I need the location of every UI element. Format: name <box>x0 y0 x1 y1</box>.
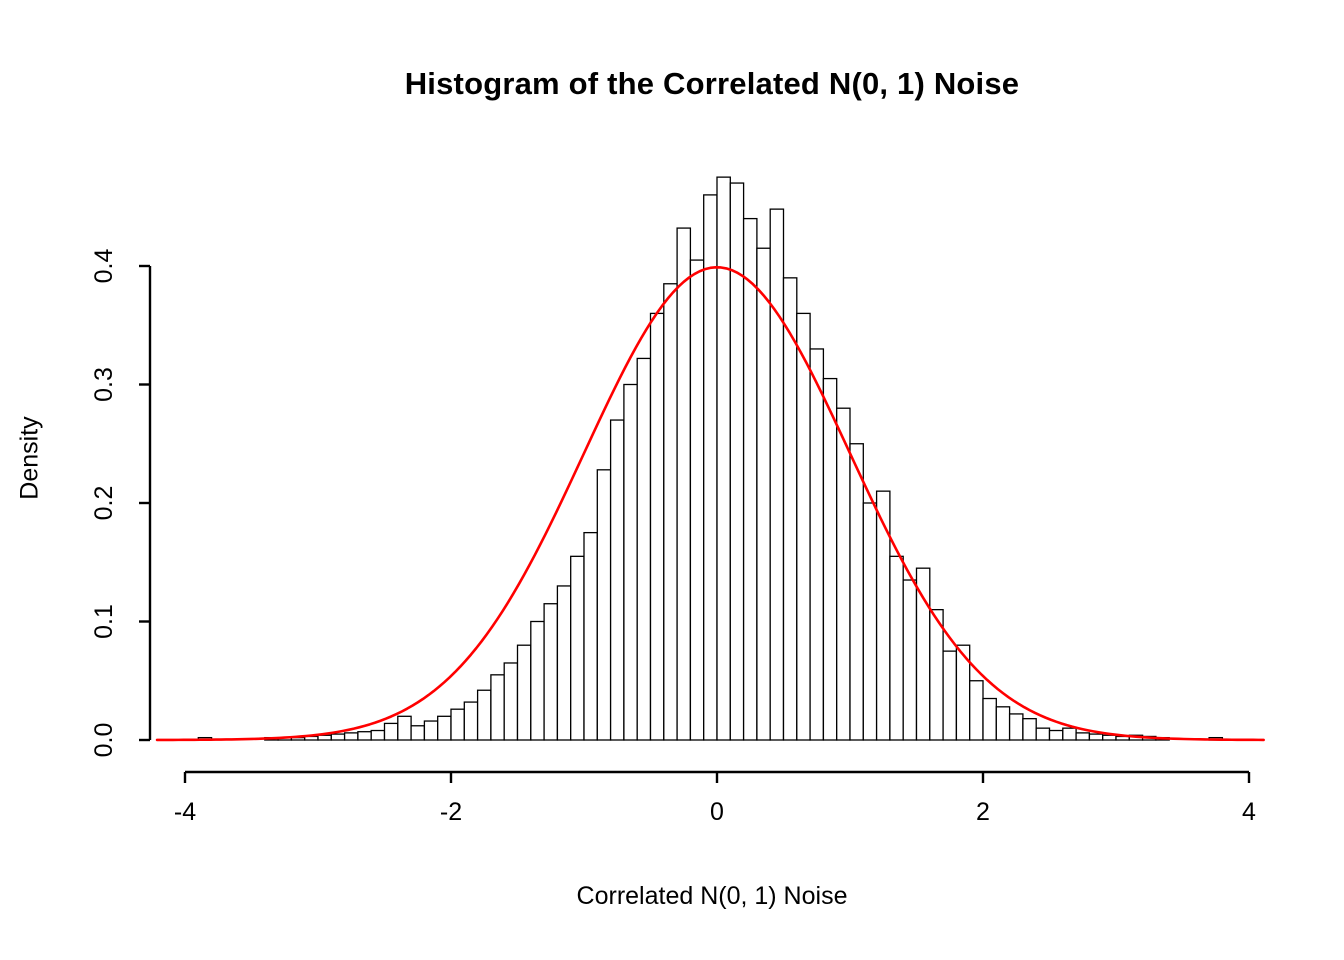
histogram-bar <box>503 662 519 741</box>
histogram-bar <box>1075 732 1091 741</box>
histogram-bar <box>769 208 785 741</box>
histogram-bar <box>1088 733 1104 741</box>
y-tick-label: 0.3 <box>90 367 118 402</box>
histogram-bar <box>343 732 359 741</box>
histogram-bar <box>450 708 465 741</box>
histogram-bar <box>570 555 585 741</box>
histogram-bar <box>1062 727 1077 741</box>
histogram-bar <box>383 722 399 741</box>
histogram-bar <box>729 182 745 741</box>
histogram-bar <box>583 531 598 741</box>
histogram-bar <box>476 689 492 741</box>
histogram-bar <box>836 407 851 741</box>
histogram-bar <box>330 733 346 741</box>
histogram-bar <box>796 312 811 741</box>
density-curve <box>155 265 1265 742</box>
histogram-bar <box>1008 713 1024 741</box>
histogram-bar <box>636 357 652 741</box>
y-tick-label: 0.4 <box>90 249 118 284</box>
histogram-bar <box>596 469 612 741</box>
histogram-bar <box>716 176 731 741</box>
histogram-bar <box>609 419 625 741</box>
histogram-bar <box>463 701 479 741</box>
histogram-bar <box>516 644 532 741</box>
histogram-bar <box>370 729 386 741</box>
y-axis-label: Density <box>15 416 44 500</box>
histogram-bar <box>676 227 692 741</box>
histogram-bar <box>982 697 997 741</box>
histogram-bar <box>849 443 864 741</box>
y-tick-label: 0.2 <box>90 486 118 521</box>
histogram-bar <box>1102 734 1117 741</box>
histogram-bar <box>556 585 572 741</box>
histogram-bar <box>929 609 944 741</box>
histogram-bar <box>397 715 412 741</box>
histogram-bar <box>782 277 798 741</box>
histogram-bar <box>543 603 559 741</box>
histogram-bar <box>862 502 878 741</box>
y-tick-label: 0.1 <box>90 604 118 639</box>
histogram-bar <box>623 383 638 741</box>
histogram-bar <box>357 731 372 741</box>
histogram-bar <box>423 720 439 741</box>
chart-title: Histogram of the Correlated N(0, 1) Nois… <box>404 66 1020 101</box>
histogram-bar <box>530 620 545 741</box>
x-tick-label: 4 <box>1242 798 1256 826</box>
histogram-bar <box>822 377 838 741</box>
histogram-bar <box>663 283 678 741</box>
histogram-bar <box>969 680 984 741</box>
histogram-bar <box>703 194 718 741</box>
histogram-bar <box>1035 727 1051 741</box>
histogram-bar <box>995 706 1011 741</box>
y-tick-label: 0.0 <box>90 723 118 758</box>
histogram-bar <box>649 312 665 741</box>
histogram-bar <box>742 217 758 741</box>
histogram-bar <box>915 567 931 741</box>
histogram-bar <box>889 555 904 741</box>
histogram-bar <box>809 348 825 741</box>
x-tick-label: 0 <box>710 798 724 826</box>
histogram-bar <box>689 259 705 741</box>
histogram-bar <box>1048 729 1064 741</box>
histogram-bar <box>410 725 426 741</box>
x-tick-label: -4 <box>174 798 196 826</box>
histogram-bar <box>902 579 918 741</box>
histogram-bar <box>875 490 891 741</box>
x-tick-label: 2 <box>976 798 990 826</box>
x-tick-label: -2 <box>440 798 462 826</box>
histogram-bar <box>490 674 505 741</box>
histogram-bar <box>317 734 332 741</box>
histogram-bar <box>756 247 771 741</box>
histogram-bar <box>1022 718 1037 741</box>
histogram-bar <box>942 650 958 741</box>
histogram-bar <box>437 715 452 741</box>
x-axis-label: Correlated N(0, 1) Noise <box>576 882 848 910</box>
